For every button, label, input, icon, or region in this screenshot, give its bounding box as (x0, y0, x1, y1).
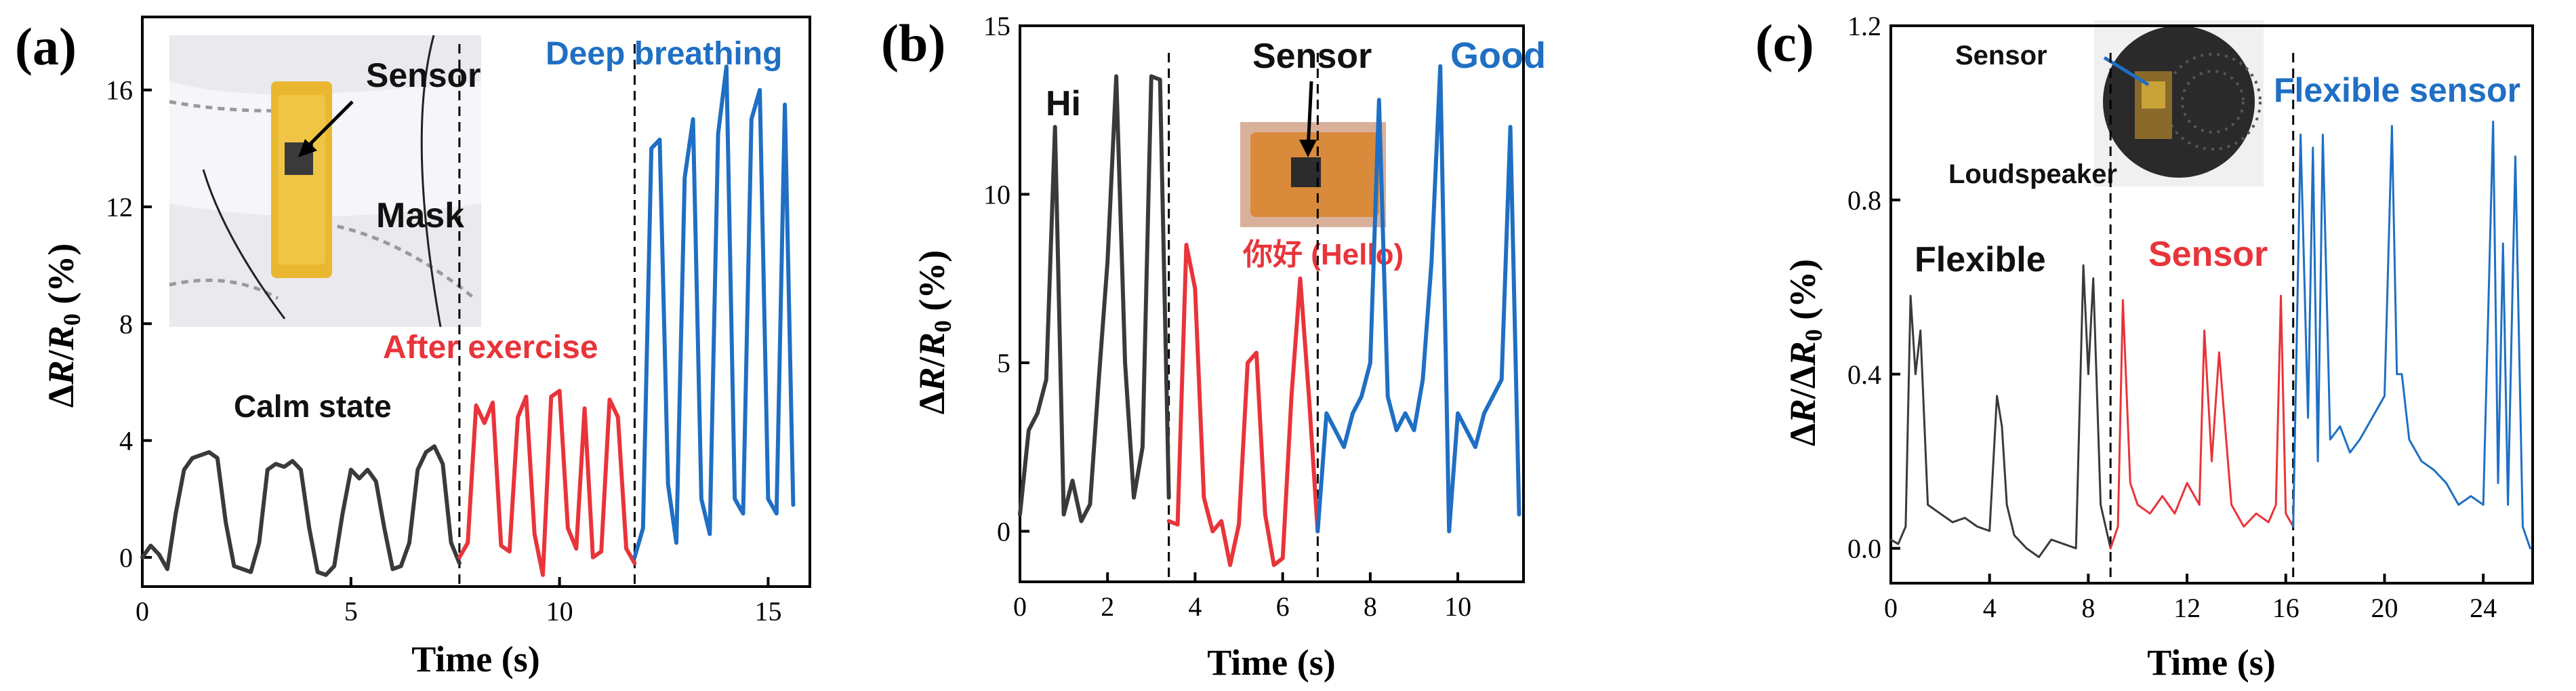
plot-frame (141, 16, 811, 588)
y-tick-label: 10 (983, 179, 1010, 210)
y-tick-label: 0.4 (1847, 359, 1881, 390)
x-tick-label: 0 (136, 596, 149, 627)
y-tick-label: 5 (997, 348, 1010, 378)
annotation-after-exercise: After exercise (383, 330, 598, 366)
panel-a-xlabel: Time (s) (411, 639, 539, 679)
y-tick-label: 1.2 (1847, 11, 1881, 41)
annotation-hi: Hi (1046, 84, 1081, 123)
annotation-flexible: Flexible (1915, 240, 2046, 279)
y-tick-label: 8 (119, 309, 133, 339)
y-tick-label: 0.0 (1847, 534, 1881, 564)
x-tick-label: 10 (546, 596, 573, 627)
x-tick-label: 8 (2081, 593, 2095, 623)
inset-b-hello-label: 你好 (Hello) (1242, 238, 1404, 271)
mask-photo (169, 35, 481, 328)
x-tick-label: 16 (2272, 593, 2299, 623)
series-line-red (2109, 294, 2295, 550)
inset-c-sensor-label: Sensor (1955, 41, 2047, 71)
annotation-calm-state: Calm state (234, 389, 392, 424)
x-tick-label: 0 (1013, 591, 1027, 622)
x-tick-label: 8 (1364, 591, 1377, 622)
inset-a-sensor-label: Sensor (366, 56, 481, 94)
x-tick-label: 4 (1188, 591, 1202, 622)
series-line-red (1166, 243, 1320, 568)
loudspeaker-photo (2094, 20, 2264, 186)
panel-a-ylabel: ΔR/R0 (%) (41, 243, 85, 408)
panel-c-xlabel: Time (s) (2147, 642, 2275, 683)
series-line-black (1889, 264, 2112, 558)
panel-c-axes: 0 4 8 12 16 20 24 0.0 0.4 0.8 1.2 (1847, 11, 2534, 623)
y-tick-label: 16 (106, 75, 133, 106)
annotation-good: Good (1450, 35, 1546, 76)
panel-a-label: (a) (15, 17, 77, 76)
x-tick-label: 4 (1983, 593, 1997, 623)
panel-b-axes: 0 2 4 6 8 10 0 5 10 15 (983, 11, 1525, 622)
inset-b-sensor-label: Sensor (1252, 37, 1372, 76)
x-tick-label: 2 (1101, 591, 1114, 622)
series-line-black (1018, 74, 1171, 524)
inset-a-mask-label: Mask (376, 196, 464, 235)
panel-a: (a) Sensor Mask 0 5 10 15 0 4 8 12 16 Time (s) Δ… (15, 16, 811, 679)
annotation-flexible-sensor: Flexible sensor (2274, 71, 2520, 109)
y-tick-label: 4 (119, 426, 133, 456)
x-tick-label: 0 (1884, 593, 1898, 623)
plot-frame (1889, 24, 2534, 585)
panel-b-ylabel: ΔR/R0 (%) (912, 250, 956, 414)
panel-b: (b) Sensor 你好 (Hello) 0 2 4 6 8 10 0 5 10 15 Time… (881, 11, 1546, 683)
y-tick-label: 0 (119, 542, 133, 573)
x-tick-label: 12 (2173, 593, 2201, 623)
x-tick-label: 15 (754, 596, 781, 627)
panel-b-label: (b) (881, 14, 945, 73)
x-tick-label: 6 (1276, 591, 1290, 622)
y-tick-label: 15 (983, 11, 1010, 41)
annotation-sensor: Sensor (2148, 235, 2268, 274)
series-line-blue (1315, 64, 1521, 534)
x-tick-label: 10 (1444, 591, 1471, 622)
panel-c: (c) Sensor Loudspeaker 0 4 8 12 16 20 24 0.0 0.4… (1755, 11, 2534, 683)
panel-a-axes: 0 5 10 15 0 4 8 12 16 (106, 16, 811, 627)
skin-sensor-photo (1240, 81, 1386, 227)
series-line-red (457, 389, 637, 577)
panel-b-xlabel: Time (s) (1207, 642, 1335, 683)
annotation-deep-breathing: Deep breathing (546, 36, 782, 72)
x-tick-label: 5 (344, 596, 358, 627)
sensor-chip-icon (1291, 157, 1321, 187)
inset-c-loudspeaker-label: Loudspeaker (1948, 159, 2117, 189)
loudspeaker-icon (2103, 26, 2255, 178)
y-tick-label: 12 (106, 192, 133, 222)
plot-frame (1019, 24, 1525, 583)
x-tick-label: 24 (2470, 593, 2497, 623)
series-line-black (140, 444, 462, 577)
y-tick-label: 0 (997, 516, 1010, 547)
x-tick-label: 20 (2371, 593, 2398, 623)
panel-c-ylabel: ΔR/ΔR0 (%) (1782, 259, 1827, 446)
series-line-blue (632, 64, 796, 559)
panel-c-label: (c) (1755, 14, 1814, 73)
series-line-blue (2292, 120, 2531, 550)
y-tick-label: 0.8 (1847, 185, 1881, 216)
